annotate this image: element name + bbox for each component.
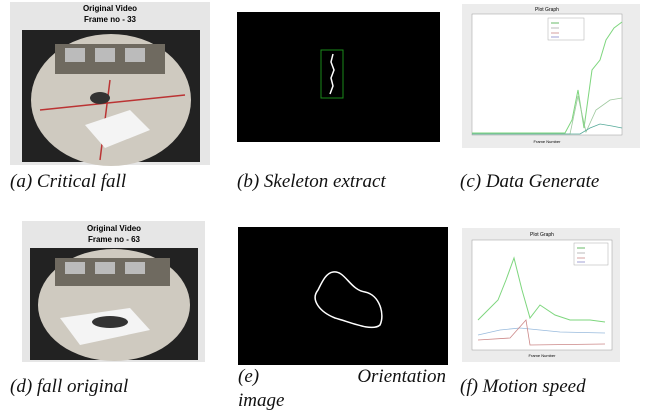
- plot-f: Plot Graph Frame Number: [462, 228, 620, 362]
- skeleton-image: [237, 12, 440, 142]
- decoration: [90, 92, 110, 104]
- caption: (a) Critical fall: [10, 171, 126, 193]
- image-subtitle: Frame no - 63: [88, 235, 141, 244]
- caption: (f) Motion speed: [460, 376, 586, 398]
- decoration: [125, 262, 145, 274]
- decoration: [92, 316, 128, 328]
- x-axis-label: Frame Number: [534, 139, 562, 144]
- caption: (b) Skeleton extract: [237, 171, 386, 193]
- decoration: [472, 14, 622, 135]
- caption-line: image: [238, 389, 446, 413]
- decoration: [65, 262, 85, 274]
- decoration: [125, 48, 145, 62]
- caption: (e) Orientation image: [238, 365, 446, 413]
- caption-line: (e) Orientation: [238, 365, 446, 389]
- photo-a: Original Video Frame no - 33: [10, 2, 210, 166]
- photo-d: Original Video Frame no - 63: [22, 221, 205, 362]
- decoration: [95, 48, 115, 62]
- plot-c: Plot Graph Frame Number: [462, 4, 640, 148]
- page: Original Video Frame no - 33 Plot Graph …: [0, 0, 651, 414]
- image-subtitle: Frame no - 33: [84, 15, 137, 24]
- decoration: [238, 227, 448, 365]
- plot-title: Plot Graph: [530, 232, 554, 238]
- image-title: Original Video: [83, 4, 137, 13]
- caption: (d) fall original: [10, 376, 128, 398]
- decoration: [237, 12, 440, 142]
- image-title: Original Video: [87, 224, 141, 233]
- x-axis-label: Frame Number: [529, 353, 557, 358]
- figure: Original Video Frame no - 33 Plot Graph …: [0, 0, 651, 414]
- caption: (c) Data Generate: [460, 171, 599, 193]
- plot-title: Plot Graph: [535, 7, 559, 13]
- decoration: [65, 48, 85, 62]
- decoration: [95, 262, 115, 274]
- orientation-image: [238, 227, 448, 365]
